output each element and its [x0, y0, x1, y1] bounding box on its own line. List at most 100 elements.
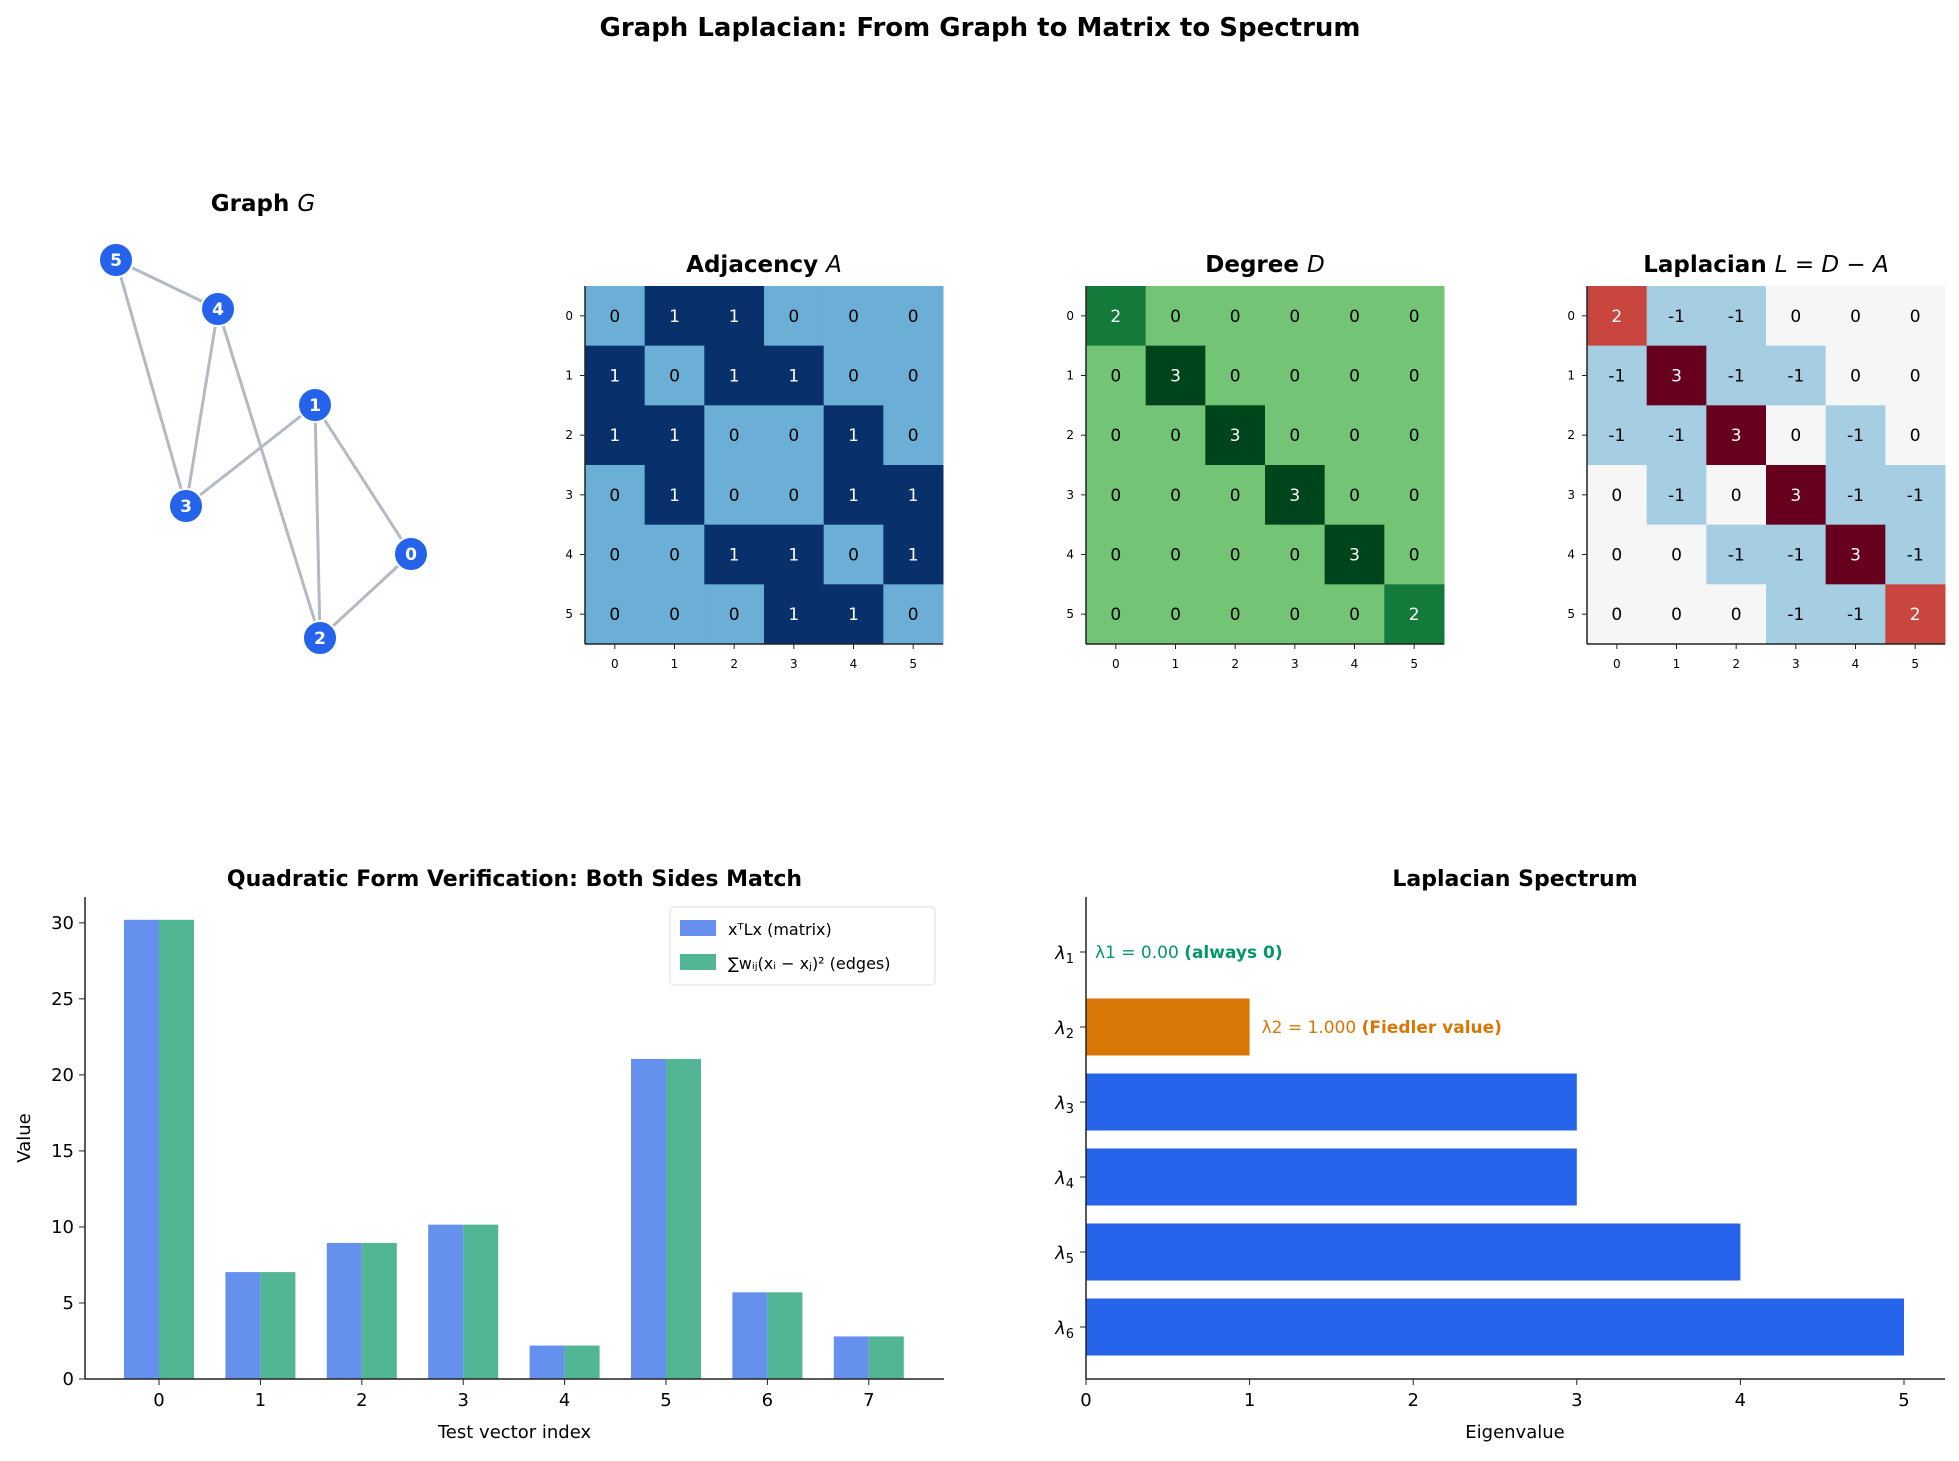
heatmap-cell — [1265, 345, 1326, 406]
heatmap-ytick-label: 1 — [1066, 369, 1074, 383]
heatmap-cell-label: -1 — [1728, 367, 1745, 387]
heatmap-xtick-label: 5 — [1911, 657, 1919, 671]
lambda-subscript: 2 — [1066, 1027, 1074, 1042]
heatmap-cell — [823, 465, 884, 526]
heatmap-xtick-label: 4 — [1852, 657, 1860, 671]
heatmap-xtick-label: 0 — [1112, 657, 1120, 671]
lambda-subscript: 3 — [1066, 1102, 1074, 1117]
heatmap-cell — [1086, 405, 1147, 466]
y-tick-label: λ2 — [1054, 1018, 1074, 1042]
heatmap-cell — [1825, 524, 1886, 585]
bar-matrix — [529, 1345, 565, 1379]
bar-edges — [463, 1224, 499, 1379]
bar-edges — [260, 1272, 296, 1379]
heatmap-title: Adjacency A — [686, 252, 842, 278]
heatmap-cell — [1324, 584, 1385, 645]
x-tick-label: 1 — [1244, 1390, 1255, 1411]
heatmap-title: Degree D — [1205, 252, 1324, 278]
heatmap-cell-label: 0 — [1170, 486, 1181, 506]
heatmap-cell — [1324, 524, 1385, 585]
heatmap-cell-label: -1 — [1728, 307, 1745, 327]
heatmap-cell — [1086, 345, 1147, 406]
heatmap-cell-label: 1 — [729, 367, 740, 387]
eigenvalue-bar — [1086, 1298, 1904, 1356]
x-tick-label: 2 — [1407, 1390, 1418, 1411]
heatmap-cell — [1646, 465, 1707, 526]
heatmap-cell-label: -1 — [1668, 307, 1685, 327]
heatmap-cell-label: 0 — [1850, 367, 1861, 387]
heatmap-ytick-label: 5 — [1066, 607, 1074, 621]
graph-node-label: 5 — [110, 251, 122, 271]
heatmap-cell-label: 0 — [729, 605, 740, 625]
y-tick-label: λ1 — [1054, 943, 1074, 967]
bar-edges — [361, 1242, 397, 1379]
heatmap-cell — [823, 405, 884, 466]
y-tick-label: 30 — [51, 913, 74, 934]
heatmap-cell-label: 0 — [609, 605, 620, 625]
heatmap-cell-label: 1 — [609, 426, 620, 446]
heatmap-cell-label: -1 — [1847, 426, 1864, 446]
y-tick-label: 0 — [63, 1369, 74, 1390]
heatmap-cell-label: 0 — [1790, 426, 1801, 446]
graph-edge — [216, 308, 322, 639]
heatmap-cell — [823, 524, 884, 585]
heatmap-cell-label: 0 — [1289, 426, 1300, 446]
heatmap-cell — [764, 345, 825, 406]
bar-matrix — [225, 1272, 261, 1379]
heatmap-cell-label: 1 — [848, 426, 859, 446]
heatmap-cell — [1265, 584, 1326, 645]
heatmap-xtick-label: 4 — [850, 657, 858, 671]
heatmap-cell-label: 0 — [1731, 605, 1742, 625]
heatmap-cell — [1086, 584, 1147, 645]
heatmap-cell — [1885, 345, 1946, 406]
heatmap-xtick-label: 5 — [1410, 657, 1418, 671]
heatmap-cell — [644, 465, 705, 526]
bar-edges — [564, 1345, 600, 1379]
heatmap-cell — [644, 524, 705, 585]
lambda: λ — [1054, 1168, 1066, 1189]
heatmap-cell-label: 1 — [788, 605, 799, 625]
heatmap-cell-label: 0 — [1170, 546, 1181, 566]
chart-title: Laplacian Spectrum — [1392, 867, 1637, 892]
heatmap-cell — [1766, 465, 1827, 526]
graph-node — [393, 536, 429, 572]
graph-edge — [318, 552, 413, 640]
heatmap-cell-label: 0 — [1170, 307, 1181, 327]
graph-node-label: 1 — [309, 396, 321, 416]
heatmap-cell — [1324, 405, 1385, 466]
heatmap-cell-label: 0 — [908, 426, 919, 446]
heatmap-cell-label: -1 — [1608, 426, 1625, 446]
heatmap-xtick-label: 1 — [671, 657, 679, 671]
heatmap-cell-label: 0 — [1110, 426, 1121, 446]
heatmap-cell — [1825, 465, 1886, 526]
heatmap-cell — [644, 584, 705, 645]
heatmap-ytick-label: 1 — [565, 369, 573, 383]
heatmap-cell — [1265, 465, 1326, 526]
heatmap-cell — [823, 584, 884, 645]
x-tick-label: 3 — [457, 1390, 468, 1411]
heatmap-cell-label: 0 — [609, 307, 620, 327]
bar-edges — [159, 919, 194, 1379]
heatmap-cell-label: 0 — [908, 367, 919, 387]
heatmap-cell — [1384, 524, 1445, 585]
heatmap-cell — [1706, 405, 1767, 466]
heatmap-title-text: Degree — [1205, 252, 1307, 278]
heatmap-cell — [585, 524, 646, 585]
heatmap-cell — [1384, 584, 1445, 645]
heatmap-cell — [1587, 345, 1648, 406]
heatmap-xtick-label: 1 — [1673, 657, 1681, 671]
heatmap-cell — [1825, 345, 1886, 406]
heatmap-cell-label: 0 — [1230, 546, 1241, 566]
heatmap-xtick-label: 5 — [909, 657, 917, 671]
heatmap-cell-label: 0 — [848, 367, 859, 387]
graph-node — [302, 620, 338, 656]
bar-edges — [666, 1058, 701, 1379]
heatmap-cell — [1145, 524, 1206, 585]
heatmap-cell-label: 0 — [1230, 367, 1241, 387]
heatmap-cell-label: 1 — [848, 605, 859, 625]
heatmap-ytick-label: 2 — [565, 428, 573, 442]
lambda: λ — [1054, 1318, 1066, 1339]
heatmap-cell — [585, 584, 646, 645]
heatmap-cell — [585, 405, 646, 466]
heatmap-cell-label: -1 — [1787, 367, 1804, 387]
